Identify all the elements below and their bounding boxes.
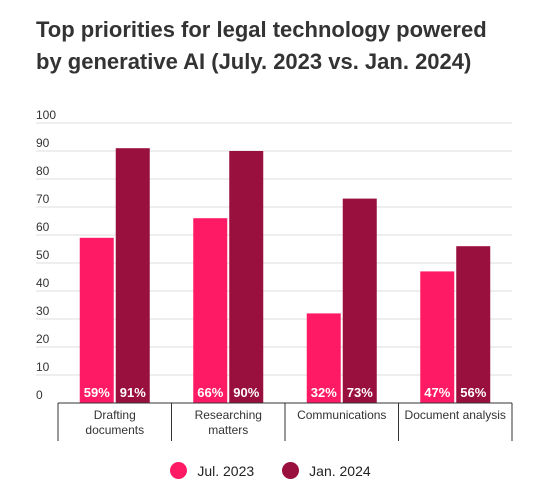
data-label: 59% bbox=[84, 385, 110, 400]
y-tick-label: 0 bbox=[36, 388, 43, 402]
bar[interactable] bbox=[193, 218, 228, 403]
chart-title: Top priorities for legal technology powe… bbox=[36, 17, 487, 74]
y-tick-label: 90 bbox=[36, 136, 50, 150]
bar[interactable] bbox=[420, 271, 455, 403]
bar[interactable] bbox=[456, 246, 491, 403]
y-axis-ticks: 0 10 20 30 40 50 60 70 80 90 100 bbox=[36, 108, 56, 402]
bar[interactable] bbox=[229, 151, 264, 403]
bars bbox=[79, 148, 491, 403]
data-label: 66% bbox=[197, 385, 223, 400]
legend-marker-jan-2024 bbox=[282, 462, 300, 479]
x-tick-label: matters bbox=[208, 423, 248, 437]
legend-marker-jul-2023 bbox=[170, 462, 188, 479]
x-tick-label: Communications bbox=[297, 408, 386, 422]
data-labels: 59% 91% 66% 90% 32% 73% 47% 56% bbox=[84, 385, 487, 400]
legend-label-jul-2023: Jul. 2023 bbox=[197, 462, 255, 479]
legend-item-jul-2023[interactable]: Jul. 2023 bbox=[170, 462, 254, 479]
y-tick-label: 20 bbox=[36, 332, 50, 346]
data-label: 90% bbox=[233, 385, 259, 400]
data-label: 56% bbox=[460, 385, 486, 400]
data-label: 32% bbox=[311, 385, 337, 400]
legend-item-jan-2024[interactable]: Jan. 2024 bbox=[282, 462, 371, 479]
y-tick-label: 80 bbox=[36, 164, 50, 178]
bar-chart: 0 10 20 30 40 50 60 70 80 90 100 59% 91% 66% 90% 32% 73… bbox=[36, 108, 513, 441]
x-tick-label: Researching bbox=[195, 408, 262, 422]
data-label: 91% bbox=[120, 385, 146, 400]
data-label: 73% bbox=[347, 385, 373, 400]
legend: Jul. 2023 Jan. 2024 bbox=[0, 462, 541, 479]
y-tick-label: 50 bbox=[36, 248, 50, 262]
y-tick-label: 10 bbox=[36, 360, 50, 374]
y-tick-label: 100 bbox=[36, 108, 56, 122]
bar[interactable] bbox=[79, 237, 114, 403]
data-label: 47% bbox=[424, 385, 450, 400]
x-tick-label: Drafting bbox=[94, 408, 136, 422]
y-tick-label: 60 bbox=[36, 220, 50, 234]
bar[interactable] bbox=[342, 198, 377, 403]
y-tick-label: 70 bbox=[36, 192, 50, 206]
bar[interactable] bbox=[306, 313, 341, 403]
x-tick-label: Document analysis bbox=[405, 408, 506, 422]
x-tick-label: documents bbox=[85, 423, 144, 437]
bar[interactable] bbox=[115, 148, 150, 403]
y-tick-label: 30 bbox=[36, 304, 50, 318]
legend-label-jan-2024: Jan. 2024 bbox=[309, 462, 371, 479]
y-tick-label: 40 bbox=[36, 276, 50, 290]
